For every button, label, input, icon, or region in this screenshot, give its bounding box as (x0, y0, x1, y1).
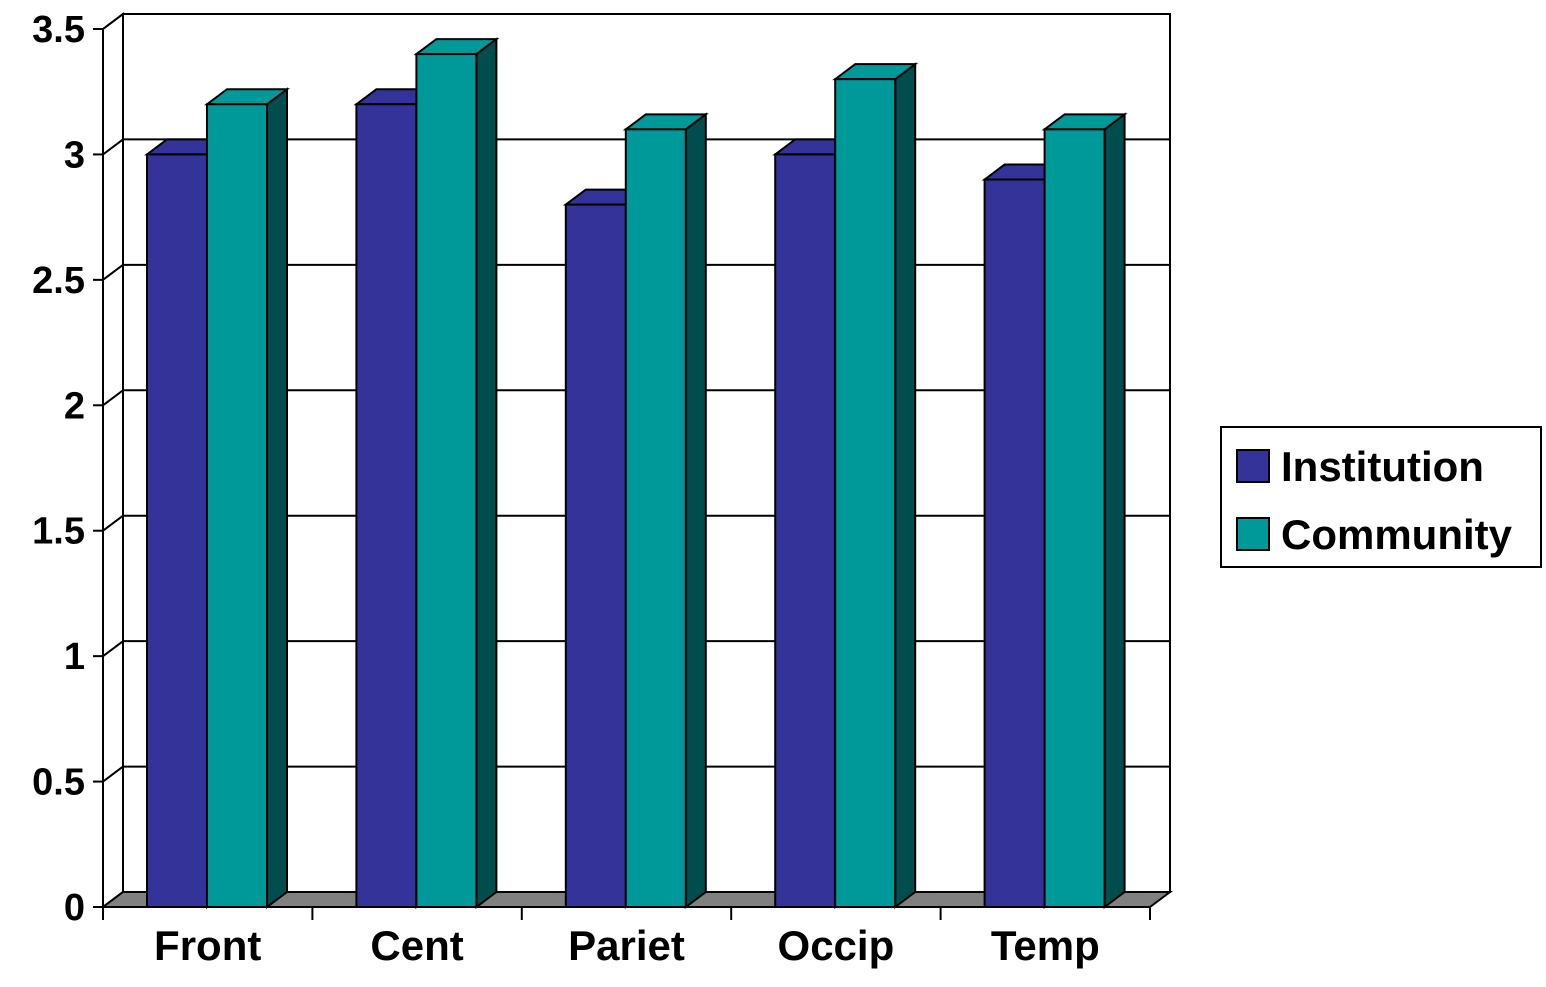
bar-community-pariet (624, 128, 687, 909)
x-category-label: Pariet (568, 922, 685, 969)
y-tick-label: 1.5 (32, 511, 85, 553)
y-tick-label: 2.5 (32, 260, 85, 302)
bar-community-cent-side (475, 37, 498, 909)
y-tick-label: 2 (64, 385, 85, 427)
x-category-labels: Front Cent Pariet Occip Temp (154, 922, 1100, 969)
bar-institution-cent (355, 103, 418, 908)
gridline-side (102, 138, 124, 156)
bar-institution-occip (774, 153, 837, 908)
bar-community-front-side (266, 87, 288, 909)
legend-swatch-community (1236, 517, 1270, 551)
legend-swatch-institution (1236, 449, 1270, 483)
bar-community-temp-side (1103, 112, 1126, 909)
gridline-side (102, 765, 124, 783)
x-category-label: Occip (778, 922, 895, 969)
gridline-side (102, 13, 124, 30)
legend-box (1220, 426, 1542, 568)
legend-label-institution: Institution (1281, 443, 1484, 490)
bar-community-cent (415, 53, 478, 909)
gridline-side (102, 389, 124, 407)
y-tick-label: 0.5 (32, 762, 85, 804)
bar-institution-front (146, 153, 208, 908)
y-tick-labels: 0 0.5 1 1.5 2 2.5 3 3.5 (32, 9, 85, 929)
y-tick-label: 1 (64, 636, 85, 678)
bars (144, 37, 1128, 909)
x-category-label: Front (154, 922, 261, 969)
y-tick-label: 3 (64, 134, 85, 176)
bar-community-occip-side (894, 62, 917, 909)
bar-institution-pariet (564, 203, 627, 909)
bar-community-temp (1043, 128, 1106, 909)
x-category-label: Temp (991, 922, 1100, 969)
bar-community-occip (834, 78, 897, 908)
bar-institution-temp (983, 178, 1046, 908)
y-tick-label: 0 (64, 887, 85, 929)
bar-community-pariet-side (684, 112, 707, 909)
x-category-label: Cent (370, 922, 463, 969)
gridline-side (102, 514, 124, 532)
legend-label-community: Community (1281, 511, 1513, 558)
gridline-side (102, 264, 124, 281)
gridline-side (102, 640, 124, 657)
legend: Institution Community (1220, 426, 1542, 568)
bar-community-front (206, 103, 268, 908)
y-tick-label: 3.5 (32, 9, 85, 51)
